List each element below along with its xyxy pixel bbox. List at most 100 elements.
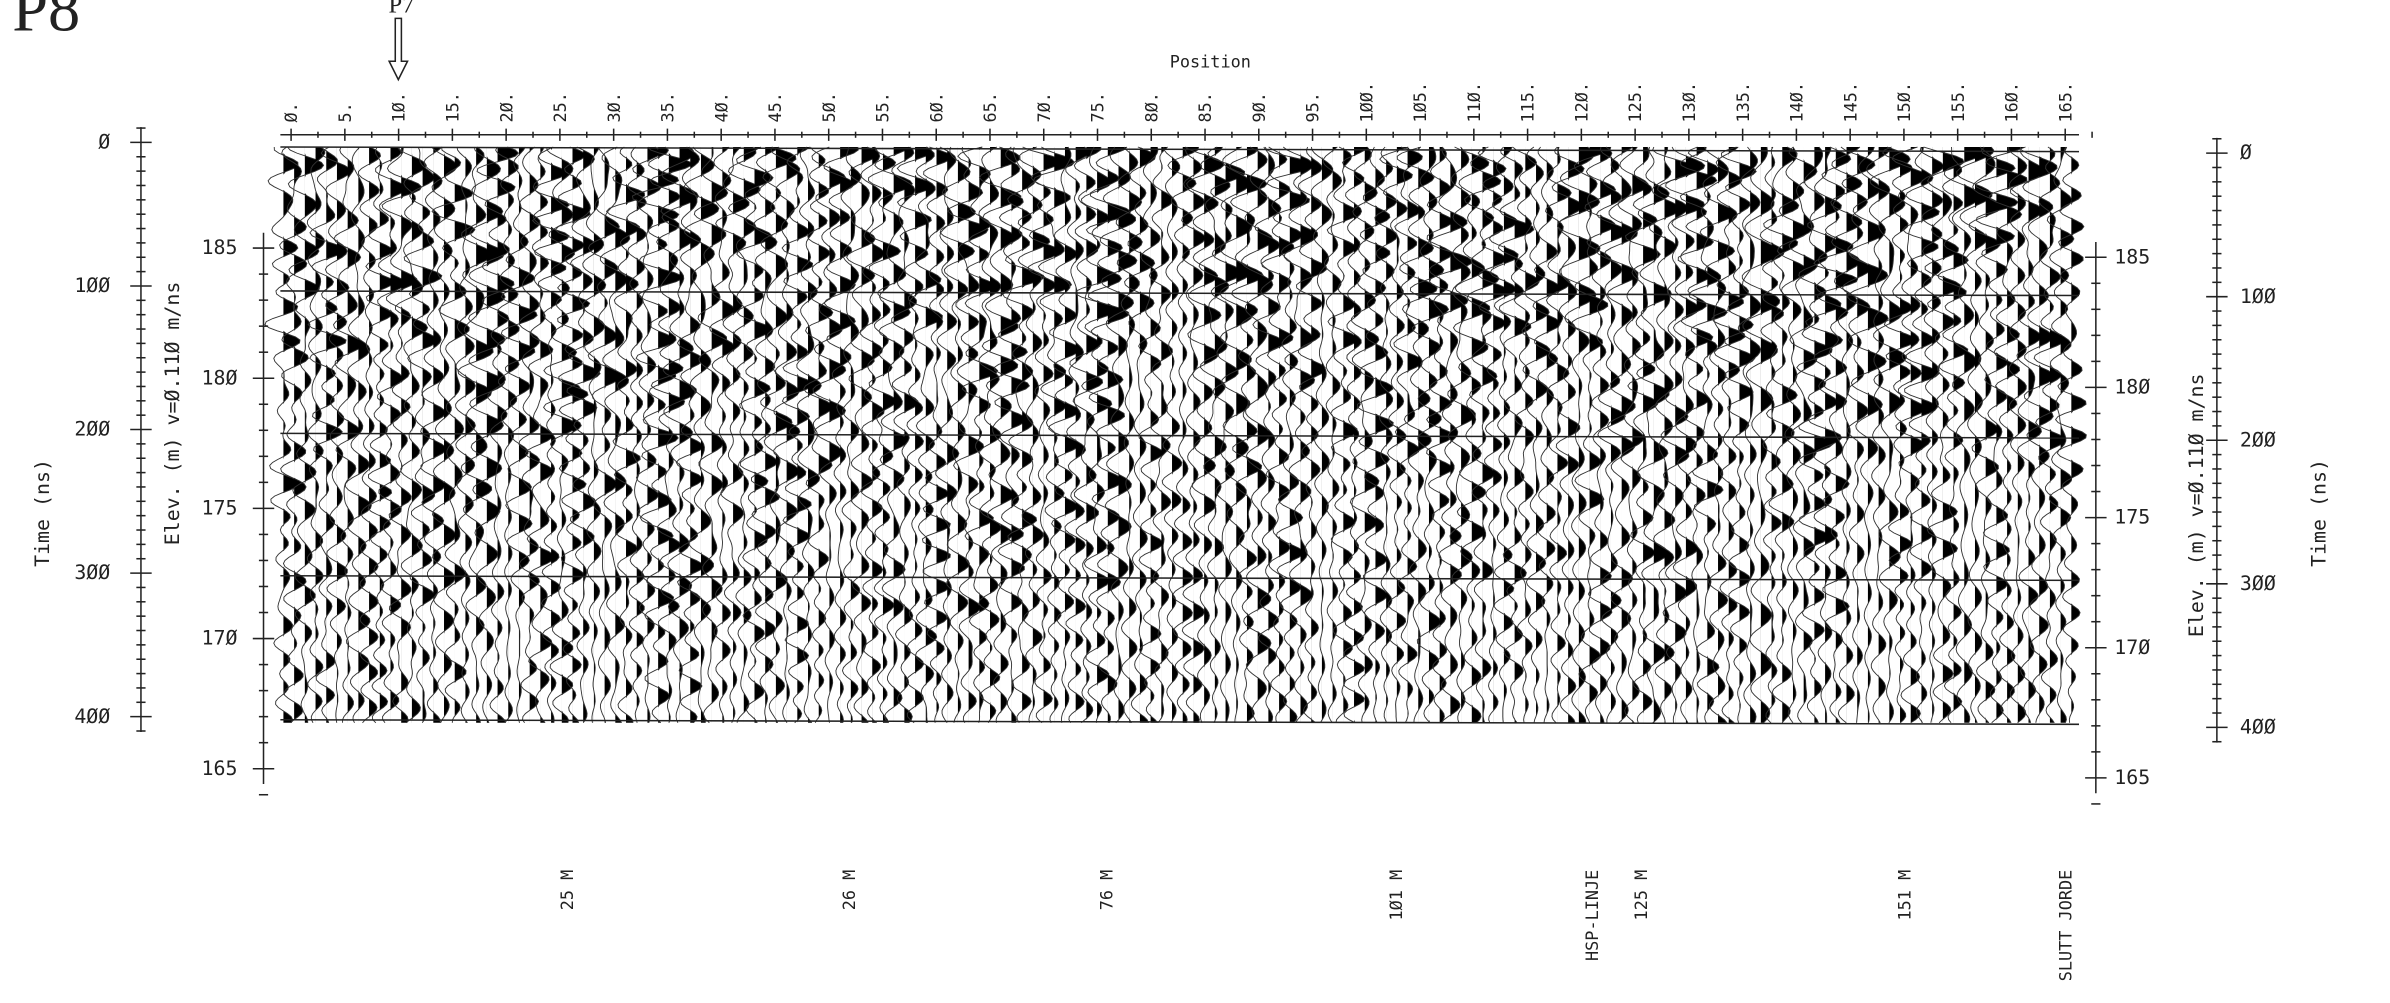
trace-fill bbox=[358, 147, 372, 723]
trace-wiggle bbox=[307, 146, 347, 723]
elev-left-tick-label: 17Ø bbox=[201, 627, 237, 650]
trace-fill bbox=[1632, 147, 1649, 723]
trace-fill bbox=[2007, 147, 2027, 723]
trace-wiggle bbox=[1741, 146, 1781, 724]
trace-fill bbox=[690, 147, 704, 723]
trace-fill bbox=[1578, 147, 1601, 723]
time-right-tick-label: Ø bbox=[2240, 141, 2252, 164]
trace-fill bbox=[583, 147, 601, 723]
trace-wiggle bbox=[1882, 146, 1917, 724]
elev-label: Elev. (m) v=Ø.11Ø m/ns bbox=[2185, 374, 2208, 638]
trace-wiggle bbox=[1923, 146, 1965, 724]
distance-marker: 26 M bbox=[839, 870, 859, 911]
trace-wiggle bbox=[2010, 146, 2046, 723]
trace-wiggle bbox=[1464, 146, 1502, 723]
trace-wiggle bbox=[1891, 146, 1928, 724]
trace-fill bbox=[829, 147, 846, 723]
trace-wiggle bbox=[554, 146, 591, 723]
page-label: P8 bbox=[12, 0, 80, 45]
trace-wiggle bbox=[1219, 146, 1253, 723]
trace-wiggle bbox=[365, 146, 395, 724]
trace-wiggle bbox=[1532, 146, 1561, 723]
trace-wiggle bbox=[1184, 146, 1225, 723]
trace-fill bbox=[615, 147, 630, 723]
trace-fill bbox=[1643, 147, 1661, 723]
position-tick-label: 6Ø. bbox=[926, 92, 946, 122]
trace-fill bbox=[1386, 147, 1398, 723]
trace-fill bbox=[957, 147, 976, 723]
trace-fill bbox=[1204, 147, 1224, 723]
distance-marker: SLUTT JORDE bbox=[2055, 870, 2075, 981]
trace-fill bbox=[1246, 147, 1268, 723]
trace-wiggle bbox=[1447, 146, 1476, 723]
trace-fill bbox=[1932, 147, 1944, 723]
trace-wiggle bbox=[1711, 146, 1746, 724]
position-tick-label: 45. bbox=[765, 92, 785, 122]
trace-fill bbox=[1900, 147, 1917, 723]
trace-fill bbox=[1172, 147, 1182, 723]
trace-wiggle bbox=[431, 146, 476, 723]
trace-fill bbox=[1750, 147, 1762, 723]
trace-fill bbox=[1525, 147, 1540, 723]
trace-wiggle bbox=[1652, 146, 1698, 723]
position-tick-label: 35. bbox=[658, 92, 678, 122]
time-left-tick-label: 1ØØ bbox=[74, 274, 110, 297]
trace-fill bbox=[1311, 147, 1327, 723]
trace-wiggle bbox=[1310, 146, 1334, 724]
position-tick-label: 115. bbox=[1518, 82, 1538, 123]
trace-wiggle bbox=[1699, 146, 1736, 724]
elev-left-tick-label: 175 bbox=[201, 497, 237, 520]
trace-wiggle bbox=[1902, 146, 1940, 724]
trace-fill bbox=[1718, 147, 1735, 723]
trace-fill bbox=[572, 147, 591, 723]
position-tick-label: 25. bbox=[550, 92, 570, 122]
trace-wiggle bbox=[1296, 146, 1327, 724]
trace-wiggle bbox=[1813, 146, 1859, 724]
horizon-line bbox=[280, 146, 2079, 153]
trace-fill bbox=[1257, 147, 1273, 723]
position-tick-label: 15. bbox=[442, 92, 462, 122]
trace-fill bbox=[1054, 147, 1075, 723]
trace-fill bbox=[1953, 147, 1969, 723]
trace-wiggle bbox=[394, 146, 429, 724]
trace-fill bbox=[1075, 147, 1090, 723]
trace-fill bbox=[326, 147, 347, 723]
position-tick-label: 165. bbox=[2055, 82, 2075, 123]
trace-fill bbox=[1022, 147, 1044, 723]
trace-wiggle bbox=[1228, 146, 1268, 724]
trace-fill bbox=[1685, 147, 1705, 723]
position-tick-label: 1Ø5. bbox=[1410, 82, 1430, 123]
trace-wiggle bbox=[1846, 146, 1889, 723]
trace-wiggle bbox=[1603, 146, 1639, 724]
time-right-tick-label: 4ØØ bbox=[2240, 715, 2276, 738]
trace-wiggle bbox=[1379, 146, 1413, 723]
trace-wiggle bbox=[420, 146, 447, 723]
trace-fill bbox=[551, 147, 570, 723]
trace-fill bbox=[2017, 147, 2027, 723]
horizon-line bbox=[280, 432, 2079, 439]
position-tick-label: 75. bbox=[1088, 92, 1108, 122]
time-left-tick-label: Ø bbox=[98, 131, 110, 154]
trace-fill bbox=[775, 147, 796, 723]
position-tick-label: 125. bbox=[1625, 82, 1645, 123]
position-tick-label: 2Ø. bbox=[496, 92, 516, 122]
position-tick-label: 5. bbox=[335, 102, 355, 122]
trace-fill bbox=[1214, 147, 1230, 723]
trace-fill bbox=[1974, 147, 1994, 723]
trace-fill bbox=[1568, 147, 1585, 723]
trace-wiggle bbox=[1776, 146, 1809, 724]
marker-arrow bbox=[387, 17, 409, 82]
trace-wiggle bbox=[1677, 146, 1718, 723]
trace-fill bbox=[840, 147, 859, 723]
trace-fill bbox=[1610, 147, 1628, 723]
distance-marker: 1Ø1 M bbox=[1386, 870, 1406, 921]
trace-fill bbox=[1803, 147, 1818, 723]
trace-fill bbox=[936, 147, 952, 723]
trace-wiggle bbox=[345, 146, 372, 723]
trace-wiggle bbox=[1759, 146, 1785, 724]
position-title: Position bbox=[1170, 51, 1251, 71]
trace-fill bbox=[1268, 147, 1285, 723]
position-tick-label: 13Ø. bbox=[1679, 82, 1699, 123]
trace-fill bbox=[1107, 147, 1131, 723]
trace-fill bbox=[593, 147, 606, 723]
